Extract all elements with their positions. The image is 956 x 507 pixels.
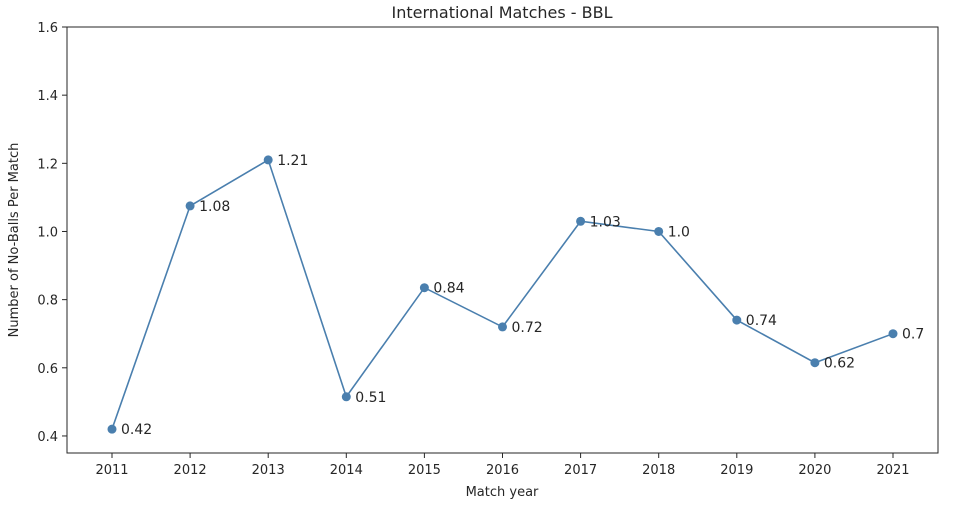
y-tick-label: 1.0 — [37, 225, 58, 240]
y-tick-label: 1.6 — [37, 21, 58, 36]
data-point — [185, 201, 195, 211]
data-point — [341, 392, 351, 402]
x-tick-label: 2020 — [798, 463, 831, 478]
x-tick-label: 2017 — [564, 463, 597, 478]
plot-frame — [66, 26, 939, 454]
x-tick-label: 2018 — [642, 463, 675, 478]
data-label: 1.03 — [590, 214, 621, 230]
x-tick-label: 2011 — [95, 463, 128, 478]
y-tick-label: 0.4 — [37, 430, 58, 445]
x-tick-label: 2013 — [252, 463, 285, 478]
x-tick-label: 2012 — [174, 463, 207, 478]
y-tick-label: 0.6 — [37, 362, 58, 377]
data-point — [107, 424, 117, 434]
data-label: 0.7 — [902, 327, 924, 343]
data-label: 0.62 — [824, 356, 855, 372]
data-label: 1.08 — [199, 199, 230, 215]
x-tick-label: 2015 — [408, 463, 441, 478]
y-tick-label: 1.2 — [37, 157, 58, 172]
data-label: 0.72 — [512, 320, 543, 336]
y-tick-label: 0.8 — [37, 294, 58, 309]
data-labels: 0.42 1.08 1.21 0.51 0.84 0.72 1.03 1.0 0.74 0.62 0… — [121, 153, 924, 438]
y-axis-label: Number of No-Balls Per Match — [7, 143, 22, 338]
x-axis: 2011 2012 2013 2014 2015 2016 2017 2018 2019 2020… — [95, 453, 910, 478]
series-layer — [107, 155, 898, 434]
y-axis: 0.4 0.6 0.8 1.0 1.2 1.4 1.6 — [37, 21, 67, 445]
data-label: 0.51 — [355, 390, 386, 406]
data-point — [888, 329, 898, 339]
x-tick-label: 2014 — [330, 463, 363, 478]
data-label: 0.74 — [746, 313, 777, 329]
data-label: 1.21 — [277, 153, 308, 169]
data-point — [576, 216, 586, 226]
y-tick-label: 1.4 — [37, 89, 58, 104]
data-label: 0.84 — [433, 281, 464, 297]
data-point — [419, 283, 429, 293]
data-point — [654, 226, 664, 236]
data-label: 0.42 — [121, 422, 152, 438]
data-point — [732, 315, 742, 325]
x-tick-label: 2021 — [876, 463, 909, 478]
x-axis-label: Match year — [466, 485, 539, 500]
x-tick-label: 2019 — [720, 463, 753, 478]
data-point — [498, 322, 507, 332]
chart-title: International Matches - BBL — [391, 3, 612, 22]
data-label: 1.0 — [668, 224, 690, 240]
data-point — [263, 155, 273, 165]
x-tick-label: 2016 — [486, 463, 519, 478]
data-point — [810, 358, 820, 368]
